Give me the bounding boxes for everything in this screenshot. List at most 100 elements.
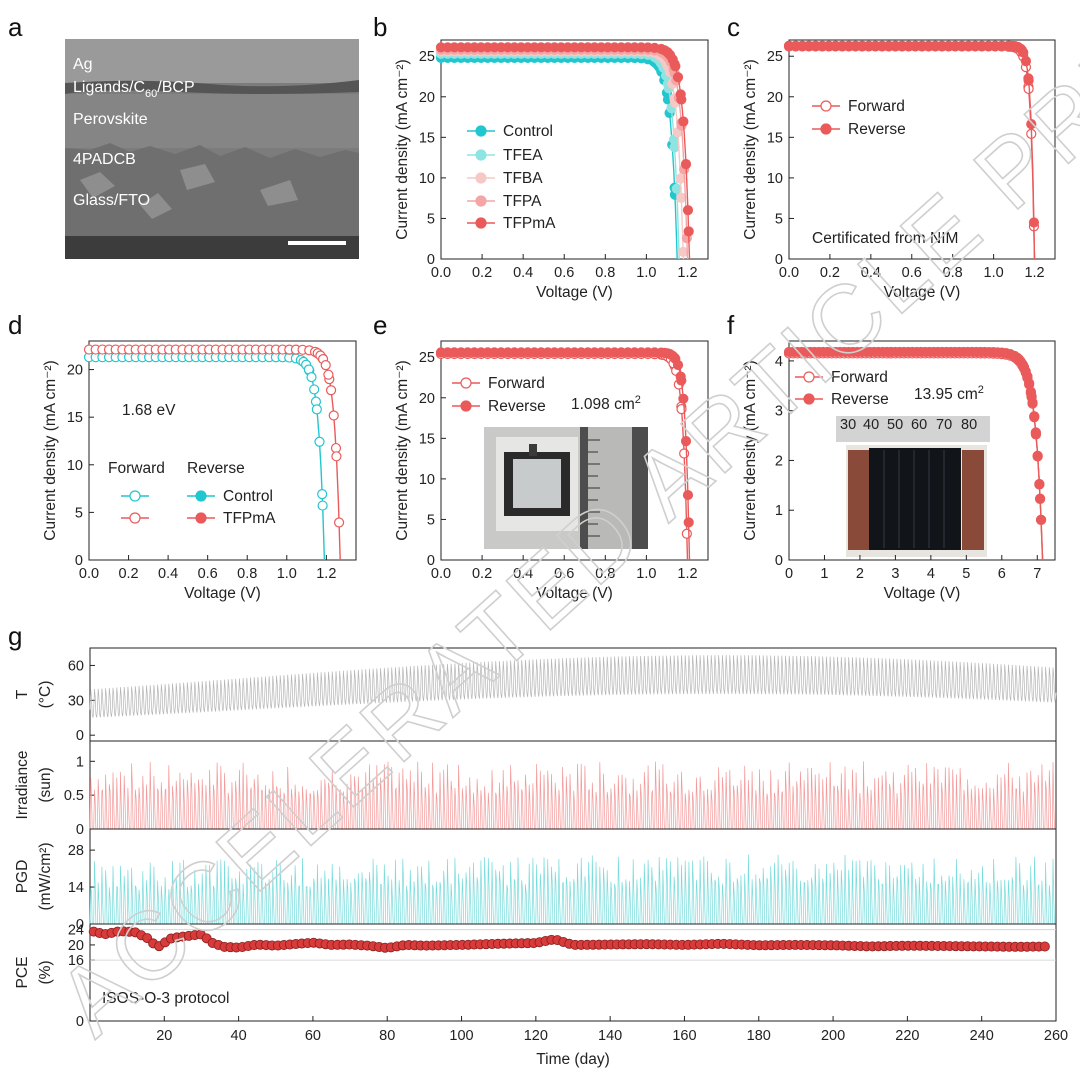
data-point	[1018, 47, 1029, 58]
y-tick-label: 20	[67, 363, 83, 379]
data-point	[1030, 428, 1042, 439]
y-tick-label: 15	[767, 130, 783, 146]
data-point	[682, 489, 694, 501]
panel-label-a: a	[8, 12, 23, 42]
ruler-tick: 80	[961, 417, 977, 433]
data-point	[1028, 217, 1040, 228]
y-tick-label: 16	[68, 953, 84, 969]
legend-marker	[803, 371, 815, 383]
y-tick-label: 5	[427, 512, 435, 528]
data-point	[678, 393, 689, 404]
x-tick-label: 0.6	[902, 265, 922, 281]
data-point	[1035, 493, 1046, 504]
data-point	[320, 359, 331, 371]
ruler-tick: 70	[936, 417, 952, 433]
y-tick-label: 1	[76, 754, 84, 770]
chart-d: 0.0 0.2 0.4 0.6 0.8 1.0 1.2 0 5 10 15 20 Voltage (V)…	[42, 340, 357, 602]
y-tick-label: 0	[427, 252, 435, 268]
x-tick-label: 160	[672, 1028, 696, 1044]
y-tick-label: 15	[67, 410, 83, 426]
sem-cross-section: Ag Ligands/C60/BCP Perovskite 4PADCB Gla…	[65, 39, 359, 259]
x-tick-label: 80	[379, 1028, 395, 1044]
x-tick-label: 0.2	[472, 265, 492, 281]
legend-label: Reverse	[488, 398, 546, 415]
bandgap-note: 1.68 eV	[122, 402, 176, 419]
y-tick-label: 0	[75, 553, 83, 569]
legend-marker	[460, 377, 472, 389]
x-tick-label: 1.2	[1024, 265, 1044, 281]
y-tick-label: 0	[76, 728, 84, 744]
y-tick-label: 20	[419, 90, 435, 106]
y-tick-label: 10	[419, 171, 435, 187]
y-axis-label: Current density (mA cm⁻²)	[42, 360, 59, 540]
layer-perovskite-label: Perovskite	[73, 111, 148, 128]
x-tick-label: 120	[524, 1028, 548, 1044]
y-tick-label: 30	[68, 693, 84, 709]
y-axis-label: Current density (mA cm⁻²)	[394, 360, 411, 540]
y-tick-label: 10	[419, 472, 435, 488]
panel-label-e: e	[373, 310, 387, 340]
data-point	[672, 359, 684, 371]
plot-frame	[88, 340, 357, 561]
legend-marker	[460, 400, 472, 412]
legend-marker	[475, 149, 487, 161]
x-tick-label: 4	[927, 566, 935, 582]
y-tick-label: 15	[419, 130, 435, 146]
x-tick-label: 20	[156, 1028, 172, 1044]
legend-label: TFEA	[503, 147, 543, 164]
panel-label-c: c	[727, 12, 740, 42]
data-point	[683, 226, 694, 237]
subplot-frame	[89, 923, 1057, 1022]
panel-label-d: d	[8, 310, 22, 340]
y-tick-label: 0	[76, 917, 84, 933]
data-point	[682, 205, 694, 216]
x-axis-label: Voltage (V)	[536, 585, 613, 602]
data-point	[330, 442, 342, 454]
x-tick-label: 60	[305, 1028, 321, 1044]
y-tick-label: 10	[67, 458, 83, 474]
legend-label: Forward	[831, 369, 888, 386]
data-point	[311, 404, 322, 415]
row-unit: (%)	[37, 960, 54, 984]
data-point	[1024, 378, 1035, 389]
data-point	[678, 246, 689, 257]
data-point	[676, 192, 687, 203]
y-tick-label: 0	[775, 553, 783, 569]
chart-e: 0.0 0.2 0.4 0.6 0.8 1.0 1.2 0 5 10 15 20 25 Voltage (…	[394, 340, 709, 602]
legend-label: TFPA	[503, 193, 542, 210]
x-tick-label: 3	[891, 566, 899, 582]
x-axis-label: Voltage (V)	[184, 585, 261, 602]
device-photo-small	[484, 427, 648, 549]
y-tick-label: 15	[419, 431, 435, 447]
x-tick-label: 220	[895, 1028, 919, 1044]
data-point	[1027, 397, 1038, 408]
legend-marker	[195, 512, 207, 524]
y-tick-label: 4	[775, 354, 783, 370]
data-point	[670, 61, 681, 72]
panel-label-f: f	[727, 310, 735, 340]
y-tick-label: 2	[775, 453, 783, 469]
y-tick-label: 25	[419, 350, 435, 366]
x-tick-label: 0.2	[820, 265, 840, 281]
pce-point	[1039, 941, 1050, 952]
y-axis-label: Current density (mA cm⁻²)	[742, 59, 759, 239]
y-tick-label: 0	[775, 252, 783, 268]
data-point	[325, 385, 337, 396]
data-point	[680, 159, 692, 170]
chart-c: 0.0 0.2 0.4 0.6 0.8 1.0 1.2 0 5 10 15 20 25 Voltage (…	[742, 39, 1056, 301]
layer-ligands-label: Ligands/C60/BCP	[73, 79, 195, 100]
y-tick-label: 5	[775, 211, 783, 227]
x-tick-label: 1.0	[277, 566, 297, 582]
legend-marker	[195, 490, 207, 502]
legend-label: Control	[223, 488, 273, 505]
y-tick-label: 10	[767, 171, 783, 187]
y-tick-label: 3	[775, 404, 783, 420]
data-point	[331, 451, 342, 462]
data-point	[1023, 75, 1034, 86]
plot-frame	[440, 340, 709, 561]
legend-label: Control	[503, 123, 553, 140]
data-point	[1034, 478, 1045, 490]
data-point	[328, 410, 339, 421]
y-tick-label: 0	[76, 822, 84, 838]
